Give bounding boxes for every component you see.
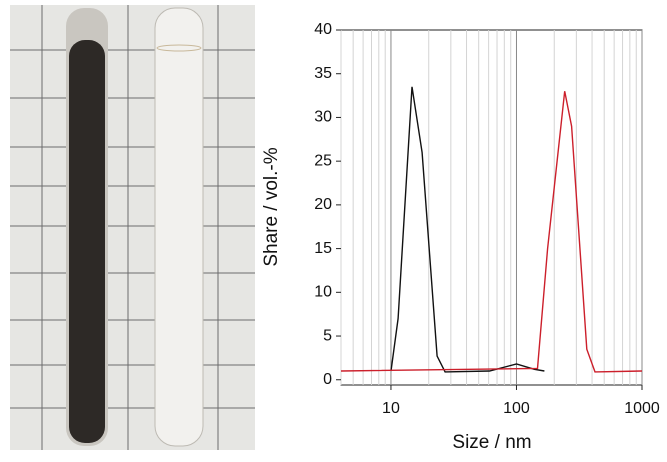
x-tick-label: 1000	[624, 400, 660, 417]
x-axis-label: Size / nm	[452, 432, 531, 453]
y-tick-label: 15	[314, 240, 332, 257]
y-tick-label: 25	[314, 152, 332, 169]
y-tick-label: 40	[314, 21, 332, 38]
x-tick-label: 10	[382, 400, 400, 417]
plot-frame	[340, 29, 643, 386]
y-tick-label: 5	[323, 327, 332, 344]
x-tick-label: 100	[503, 400, 530, 417]
y-tick-label: 30	[314, 109, 332, 126]
data-line	[340, 91, 643, 373]
y-axis-label: Share / vol.-%	[261, 147, 282, 266]
y-tick-label: 0	[323, 371, 332, 388]
data-line	[390, 86, 545, 373]
y-tick-label: 20	[314, 196, 332, 213]
photo	[10, 5, 255, 450]
y-tick-label: 10	[314, 284, 332, 301]
y-tick-label: 35	[314, 65, 332, 82]
